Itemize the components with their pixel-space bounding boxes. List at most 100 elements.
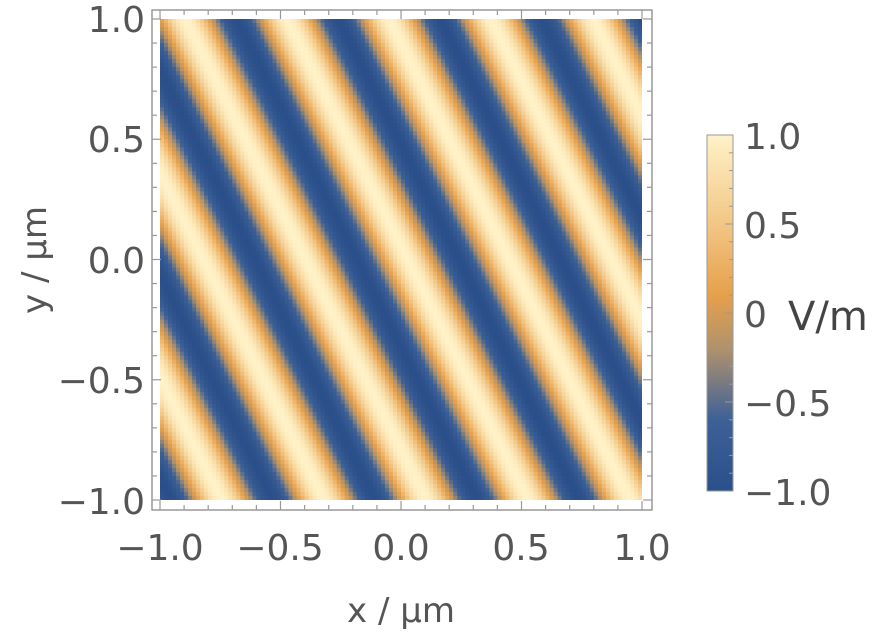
heatmap-cell: [316, 103, 322, 108]
heatmap-cell: [180, 483, 185, 489]
heatmap-cell: [224, 447, 229, 453]
heatmap-cell: [240, 203, 245, 208]
heatmap-cell: [188, 495, 193, 500]
heatmap-cell: [252, 59, 257, 64]
heatmap-cell: [164, 251, 169, 257]
heatmap-cell: [192, 411, 197, 417]
heatmap-cell: [252, 63, 257, 68]
heatmap-cell: [300, 155, 306, 160]
heatmap-cell: [216, 435, 221, 441]
heatmap-cell: [320, 303, 326, 309]
heatmap-cell: [300, 431, 306, 437]
heatmap-cell: [276, 75, 282, 80]
heatmap-cell: [208, 399, 213, 405]
heatmap-cell: [188, 255, 193, 261]
heatmap-cell: [252, 427, 257, 433]
heatmap-cell: [236, 91, 241, 96]
heatmap-cell: [316, 195, 322, 200]
heatmap-cell: [204, 51, 209, 56]
heatmap-cell: [200, 355, 205, 361]
heatmap-cell: [196, 427, 201, 433]
heatmap-cell: [168, 67, 173, 72]
heatmap-cell: [268, 223, 274, 229]
heatmap-cell: [228, 235, 233, 241]
heatmap-cell: [232, 335, 237, 341]
heatmap-cell: [252, 479, 257, 485]
heatmap-cell: [172, 367, 177, 373]
heatmap-cell: [288, 323, 294, 329]
heatmap-cell: [216, 331, 221, 337]
heatmap-cell: [284, 323, 290, 329]
heatmap-cell: [296, 323, 302, 329]
heatmap-cell: [216, 427, 221, 433]
heatmap-cell: [228, 367, 233, 373]
heatmap-cell: [260, 323, 266, 329]
heatmap-cell: [264, 39, 270, 44]
heatmap-cell: [160, 303, 165, 309]
heatmap-cell: [168, 379, 173, 385]
heatmap-cell: [288, 267, 294, 273]
heatmap-cell: [312, 147, 318, 152]
heatmap-cell: [160, 343, 165, 349]
heatmap-cell: [228, 207, 233, 212]
heatmap-cell: [252, 279, 257, 285]
heatmap-cell: [320, 463, 326, 469]
heatmap-cell: [232, 119, 237, 124]
heatmap-cell: [212, 427, 217, 433]
heatmap-cell: [228, 107, 233, 112]
heatmap-cell: [292, 475, 298, 481]
heatmap-cell: [280, 275, 286, 281]
heatmap-cell: [292, 371, 298, 377]
heatmap-cell: [248, 83, 253, 88]
heatmap-cell: [300, 191, 306, 196]
heatmap-cell: [260, 231, 266, 237]
heatmap-cell: [324, 311, 330, 317]
heatmap-cell: [244, 171, 249, 176]
heatmap-cell: [296, 179, 302, 184]
heatmap-cell: [272, 159, 278, 164]
heatmap-cell: [300, 23, 306, 28]
heatmap-cell: [308, 287, 314, 293]
heatmap-cell: [200, 87, 205, 92]
heatmap-cell: [264, 483, 270, 489]
heatmap-cell: [224, 287, 229, 293]
heatmap-cell: [244, 95, 249, 100]
heatmap-cell: [232, 307, 237, 313]
heatmap-cell: [196, 291, 201, 297]
heatmap-cell: [264, 243, 270, 249]
heatmap-cell: [296, 483, 302, 489]
heatmap-cell: [172, 295, 177, 301]
heatmap-cell: [224, 419, 229, 425]
heatmap-cell: [192, 187, 197, 192]
heatmap-cell: [216, 35, 221, 40]
heatmap-cell: [240, 123, 245, 128]
heatmap-cell: [260, 259, 266, 265]
heatmap-cell: [256, 403, 262, 409]
heatmap-cell: [272, 459, 278, 465]
heatmap-cell: [256, 479, 262, 485]
heatmap-cell: [292, 479, 298, 485]
heatmap-cell: [172, 187, 177, 192]
heatmap-cell: [284, 411, 290, 417]
heatmap-cell: [164, 467, 169, 473]
heatmap-cell: [260, 191, 266, 196]
heatmap-cell: [220, 67, 225, 72]
heatmap-cell: [204, 247, 209, 253]
heatmap-cell: [208, 423, 213, 429]
heatmap-cell: [192, 87, 197, 92]
heatmap-cell: [268, 279, 274, 285]
heatmap-cell: [256, 123, 262, 128]
heatmap-cell: [180, 175, 185, 180]
heatmap-cell: [172, 439, 177, 445]
heatmap-cell: [224, 199, 229, 204]
heatmap-cell: [172, 267, 177, 273]
heatmap-cell: [168, 231, 173, 237]
heatmap-cell: [216, 231, 221, 237]
heatmap-cell: [172, 275, 177, 281]
heatmap-cell: [224, 171, 229, 176]
heatmap-cell: [244, 275, 249, 281]
heatmap-cell: [240, 391, 245, 397]
heatmap-cell: [180, 403, 185, 409]
heatmap-cell: [232, 467, 237, 473]
heatmap-cell: [320, 407, 326, 413]
